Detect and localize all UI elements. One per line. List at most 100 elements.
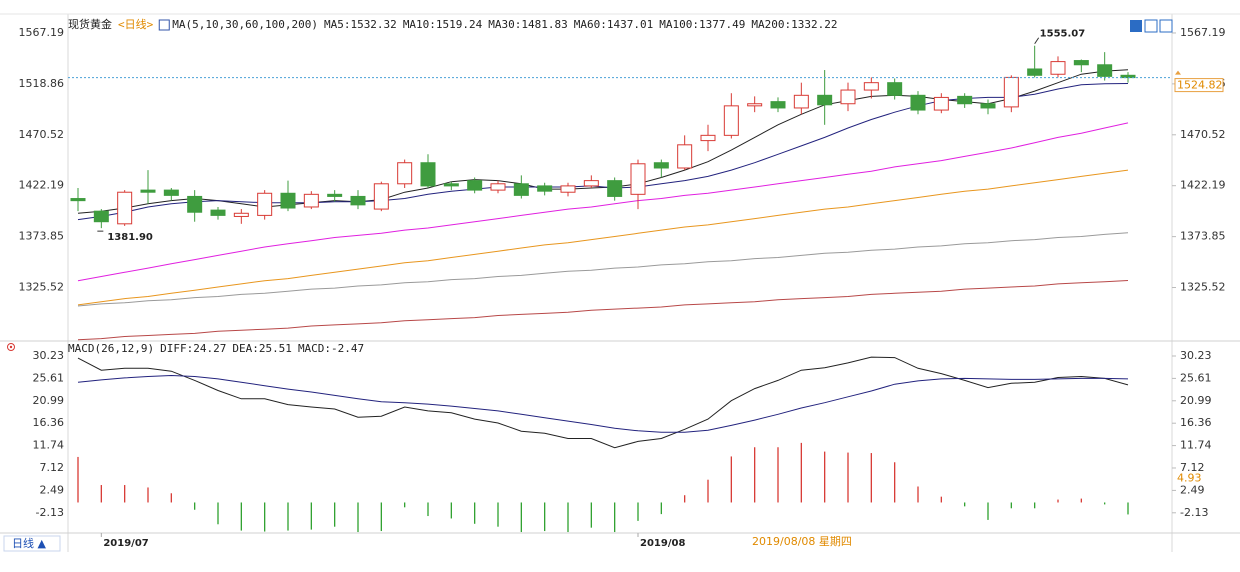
candle-body [583,180,599,187]
period-button-label[interactable]: 日线 ▲ [12,536,46,550]
candle-body [840,89,856,105]
icon [7,343,15,351]
candle-body [677,144,693,169]
annotation-arrow [1034,37,1040,45]
candle-body [490,183,506,191]
candle-body [163,189,179,196]
candle-body [537,185,553,192]
legend-entry: MA5:1532.32 [324,18,397,31]
y-tick-label: 2.49 [40,483,65,496]
legend-entry: MACD:-2.47 [298,342,364,355]
candle-body [887,82,903,96]
macd-line [77,374,1129,433]
candle-body [233,212,249,217]
candle-body [1050,61,1066,75]
toolbar-icons [1130,19,1173,33]
candle-body [653,162,669,169]
candle-body [817,94,833,106]
candle-body [420,162,436,187]
candle-body [467,180,483,191]
y-tick-label: 30.23 [1180,349,1212,362]
ma-line [77,69,1129,214]
candle-body [933,96,949,111]
legend-entry: DIFF:24.27 [160,342,226,355]
last-price-label: 1524.82 [1177,79,1223,92]
candle-body [793,94,809,109]
candle-body [723,105,739,136]
macd-line [77,356,1129,449]
candle-body [327,193,343,197]
candle-body [560,185,576,193]
candle-body [373,183,389,210]
y-tick-label: 11.74 [33,439,65,452]
crosshair-value: 4.93 [1177,472,1202,485]
candle-body [350,195,366,206]
ma-line [77,83,1129,221]
candle-body [747,103,763,107]
y-tick-label: 1518.86 [19,77,65,90]
macd-title: MACD(26,12,9) [68,342,154,355]
y-tick-label: 1325.52 [1180,281,1226,294]
icon [9,345,13,349]
y-tick-label: 1470.52 [19,128,65,141]
candle-body [910,94,926,111]
candle-body [957,95,973,105]
candle-body [117,191,133,225]
macd-icon [7,343,15,351]
candle-body [770,101,786,109]
legend-entry: MA30:1481.83 [488,18,567,31]
annotation-label: 1381.90 [107,232,153,243]
y-tick-label: 25.61 [33,371,65,384]
y-tick-label: 7.12 [40,461,65,474]
y-tick-label: 16.36 [33,416,65,429]
y-tick-label: 1373.85 [1180,230,1226,243]
y-tick-label: 1325.52 [19,281,65,294]
last-price-marker [1175,70,1181,75]
y-tick-label: 1373.85 [19,230,65,243]
y-tick-label: 25.61 [1180,371,1212,384]
legend-entry: MA10:1519.24 [403,18,483,31]
candle-body [1097,64,1113,77]
period-label: <日线> [118,17,154,31]
x-tick-label: 2019/07 [103,538,148,549]
legend-entry: MA200:1332.22 [751,18,837,31]
ma-line [77,232,1129,307]
candle-body [1003,76,1019,108]
y-tick-label: 1567.19 [19,26,65,39]
candle-body [257,192,273,216]
y-tick-label: 1470.52 [1180,128,1226,141]
period-button[interactable] [3,535,61,552]
candle-body [303,193,319,208]
y-tick-label: 20.99 [1180,394,1212,407]
candle-body [607,180,623,197]
y-tick-label: 2.49 [1180,483,1205,496]
last-price-box [1174,78,1224,93]
toolbar-button[interactable] [1159,19,1173,33]
candle-body [863,82,879,91]
y-tick-label: 1422.19 [1180,179,1226,192]
toolbar-button[interactable] [1144,19,1158,33]
candle-body [70,198,86,202]
y-tick-label: 7.12 [1180,461,1205,474]
legend-entry: MA60:1437.01 [574,18,653,31]
legend-entry: MA100:1377.49 [659,18,745,31]
instrument-title: 现货黄金 [68,17,112,31]
candle-body [443,183,459,187]
candle-body [280,192,296,209]
toolbar-button[interactable] [1130,20,1142,32]
candle-body [140,189,156,193]
legend-entry: DEA:25.51 [232,342,292,355]
y-tick-label: -2.13 [36,506,64,519]
candle-body [1027,68,1043,76]
candle-body [397,162,413,185]
ma-params: MA(5,10,30,60,100,200) [172,18,318,31]
candle-body [93,210,109,223]
y-tick-label: 11.74 [1180,439,1212,452]
y-tick-label: -2.13 [1180,506,1208,519]
y-tick-label: 1567.19 [1180,26,1226,39]
candle-body [1073,60,1089,66]
y-tick-label: 20.99 [33,394,65,407]
annotation-label: 1555.07 [1040,29,1086,40]
